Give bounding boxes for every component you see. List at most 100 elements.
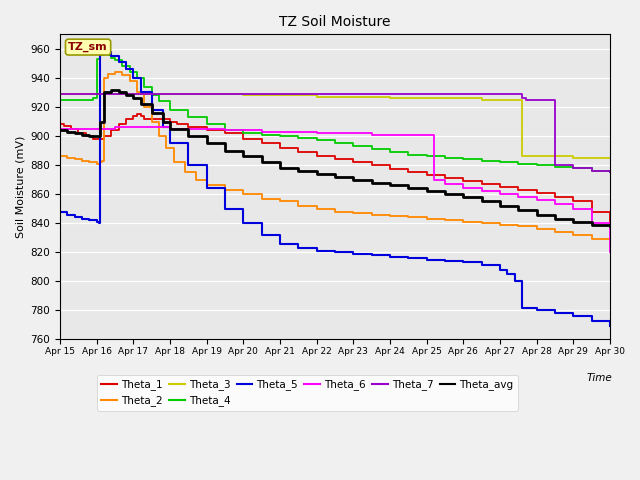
Line: Theta_6: Theta_6 (60, 127, 610, 252)
Theta_6 (423, 132, 431, 137)
Theta_7 (349, 91, 357, 97)
Theta_2 (93, 161, 100, 167)
Theta_1 (460, 178, 467, 184)
Theta_4 (588, 168, 595, 174)
Theta_4 (496, 159, 504, 165)
Theta_avg (63, 129, 71, 134)
Theta_5 (478, 263, 486, 268)
Theta_1 (74, 130, 82, 136)
Theta_5 (551, 311, 559, 316)
Theta_5 (78, 216, 86, 222)
Theta_avg (71, 130, 79, 136)
Line: Theta_5: Theta_5 (60, 52, 610, 326)
Theta_6 (203, 126, 211, 132)
Theta_4 (56, 97, 64, 103)
Theta_7 (606, 169, 614, 175)
Theta_avg (349, 177, 357, 182)
Theta_4 (606, 169, 614, 175)
Theta_2 (71, 156, 79, 162)
Theta_avg (570, 219, 577, 225)
Theta_6 (331, 130, 339, 136)
Theta_avg (221, 148, 229, 154)
Theta_4 (104, 52, 111, 58)
Theta_7 (93, 91, 100, 97)
Theta_5 (97, 49, 104, 55)
Theta_2 (192, 177, 200, 182)
Theta_1 (441, 175, 449, 181)
Theta_5 (533, 308, 541, 313)
Theta_4 (294, 134, 302, 140)
Theta_3 (313, 94, 321, 100)
Theta_4 (478, 158, 486, 164)
Theta_avg (93, 133, 100, 139)
Theta_1 (148, 116, 156, 121)
Theta_5 (460, 260, 467, 265)
Theta_4 (515, 161, 522, 167)
Theta_2 (78, 158, 86, 164)
Theta_5 (159, 124, 166, 130)
Theta_3 (276, 93, 284, 98)
Theta_6 (258, 129, 266, 134)
Theta_1 (159, 116, 166, 121)
Theta_3 (551, 154, 559, 159)
Theta_7 (313, 91, 321, 97)
Theta_5 (221, 206, 229, 212)
Theta_7 (478, 91, 486, 97)
Theta_3 (93, 91, 100, 97)
Theta_6 (221, 127, 229, 133)
Theta_5 (511, 278, 518, 284)
Theta_5 (100, 49, 108, 55)
Theta_avg (313, 171, 321, 177)
Theta_1 (67, 126, 75, 132)
Theta_1 (89, 136, 97, 142)
Theta_1 (404, 169, 412, 175)
Theta_avg (97, 119, 104, 124)
Theta_avg (460, 194, 467, 200)
Theta_2 (170, 159, 177, 165)
Line: Theta_1: Theta_1 (60, 114, 610, 223)
Theta_5 (93, 219, 100, 225)
Theta_avg (515, 207, 522, 213)
Theta_6 (93, 126, 100, 132)
Theta_5 (368, 252, 376, 258)
Theta_1 (533, 190, 541, 195)
Theta_5 (313, 248, 321, 254)
Line: Theta_7: Theta_7 (60, 94, 610, 172)
Theta_4 (100, 50, 108, 56)
Theta_avg (239, 154, 247, 159)
Theta_4 (460, 156, 467, 162)
Theta_4 (423, 154, 431, 159)
Theta_6 (551, 202, 559, 207)
Theta_2 (163, 145, 170, 151)
Theta_4 (108, 55, 115, 60)
Theta_5 (239, 220, 247, 226)
Theta_avg (478, 199, 486, 204)
Theta_6 (533, 197, 541, 203)
Theta_2 (118, 72, 126, 78)
Theta_6 (184, 126, 192, 132)
Theta_7 (518, 96, 526, 101)
Line: Theta_3: Theta_3 (60, 94, 610, 158)
Theta_6 (313, 130, 321, 136)
Theta_avg (496, 203, 504, 209)
Theta_avg (386, 182, 394, 188)
Theta_4 (551, 164, 559, 169)
Theta_1 (122, 116, 130, 121)
Theta_avg (100, 90, 108, 96)
Theta_1 (129, 113, 137, 119)
Theta_4 (368, 146, 376, 152)
Theta_2 (100, 75, 108, 81)
Theta_7 (56, 91, 64, 97)
Theta_1 (349, 159, 357, 165)
Theta_6 (588, 220, 595, 226)
Theta_avg (588, 222, 595, 228)
Theta_1 (276, 145, 284, 151)
Theta_5 (56, 209, 64, 215)
Theta_4 (74, 97, 82, 103)
Theta_1 (570, 199, 577, 204)
Text: Time: Time (587, 373, 612, 383)
Theta_avg (115, 90, 122, 96)
Theta_2 (111, 69, 119, 75)
Legend: Theta_1, Theta_2, Theta_3, Theta_4, Theta_5, Theta_6, Theta_7, Theta_avg: Theta_1, Theta_2, Theta_3, Theta_4, Thet… (97, 375, 518, 410)
Theta_4 (349, 144, 357, 149)
